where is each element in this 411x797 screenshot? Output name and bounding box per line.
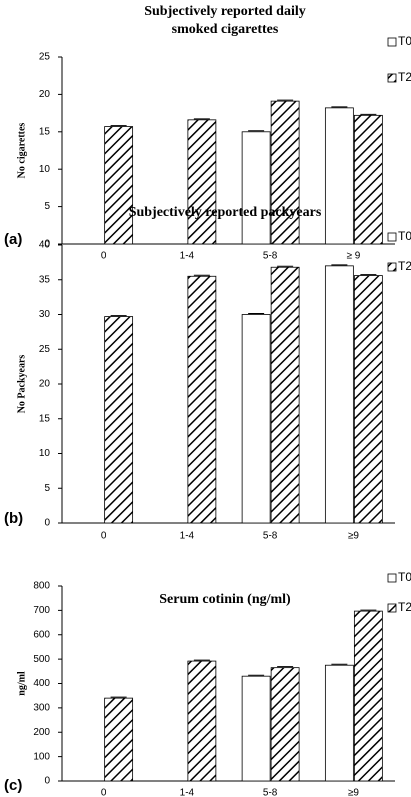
y-tick-label: 35 [39,274,51,285]
y-tick-label: 40 [39,240,51,251]
bar [187,119,217,245]
bar [270,266,300,524]
y-tick-label: 0 [44,518,50,529]
x-tick-label: 5-8 [263,531,278,542]
bar [241,314,271,524]
bar [270,667,300,782]
legend-label: T0 [398,34,411,48]
y-tick-label: 700 [33,605,50,616]
bar [353,610,383,782]
bar [324,107,354,245]
bar [241,675,271,782]
y-tick-label: 600 [33,629,50,640]
y-tick-label: 15 [39,126,51,137]
bar [270,100,300,245]
x-tick-label: ≥9 [348,531,359,542]
bar [353,114,383,245]
x-tick-label: ≥9 [348,788,359,797]
bar [324,664,354,782]
x-tick-label: 1-4 [180,251,195,262]
y-tick-label: 0 [44,239,50,250]
bar [353,275,383,524]
chart-title: smoked cigarettes [172,22,279,37]
y-tick-label: 0 [44,776,50,787]
bar [241,131,271,245]
chart-title: Subjectively reported packyears [129,205,322,220]
panel-label: (a) [4,231,22,248]
legend-label: T2 [398,600,411,614]
chart-title: Subjectively reported daily [144,4,306,19]
y-tick-label: 20 [39,379,51,390]
y-tick-label: 5 [44,483,50,494]
y-tick-label: 100 [33,751,50,762]
x-tick-label: 5-8 [263,788,278,797]
legend-label: T2 [398,259,411,273]
y-tick-label: 800 [33,581,50,592]
x-tick-label: ≥ 9 [346,251,360,262]
y-tick-label: 400 [33,678,50,689]
chart-title: Serum cotinin (ng/ml) [159,592,291,607]
legend-label: T2 [398,70,411,84]
y-tick-label: 200 [33,727,50,738]
panel-label: (b) [4,510,23,527]
legend-label: T0 [398,229,411,243]
y-tick-label: 10 [39,164,51,175]
y-tick-label: 300 [33,703,50,714]
bar [187,660,217,782]
legend-swatch [387,73,397,83]
x-tick-label: 1-4 [180,788,195,797]
x-tick-label: 5-8 [263,251,278,262]
y-tick-label: 20 [39,89,51,100]
bar [187,275,217,524]
y-tick-label: 500 [33,654,50,665]
x-tick-label: 1-4 [180,531,195,542]
y-tick-label: 30 [39,309,51,320]
legend-swatch [387,37,397,47]
bar [104,697,134,782]
y-tick-label: 25 [39,344,51,355]
bar [104,126,134,245]
x-tick-label: 0 [101,251,107,262]
y-tick-label: 10 [39,448,51,459]
y-tick-label: 15 [39,413,51,424]
x-tick-label: 0 [101,531,107,542]
x-tick-label: 0 [101,788,107,797]
y-tick-label: 5 [44,201,50,212]
panel-label: (c) [4,777,22,794]
legend-swatch [387,262,397,272]
legend-label: T0 [398,570,411,584]
y-axis-label: No Packyears [16,355,27,414]
legend-swatch [387,232,397,242]
y-axis-label: ng/ml [16,671,27,696]
y-axis-label: No cigarettes [16,123,27,179]
bar [104,316,134,524]
bar [324,265,354,524]
legend-swatch [387,603,397,613]
legend-swatch [387,573,397,583]
y-tick-label: 25 [39,52,51,63]
